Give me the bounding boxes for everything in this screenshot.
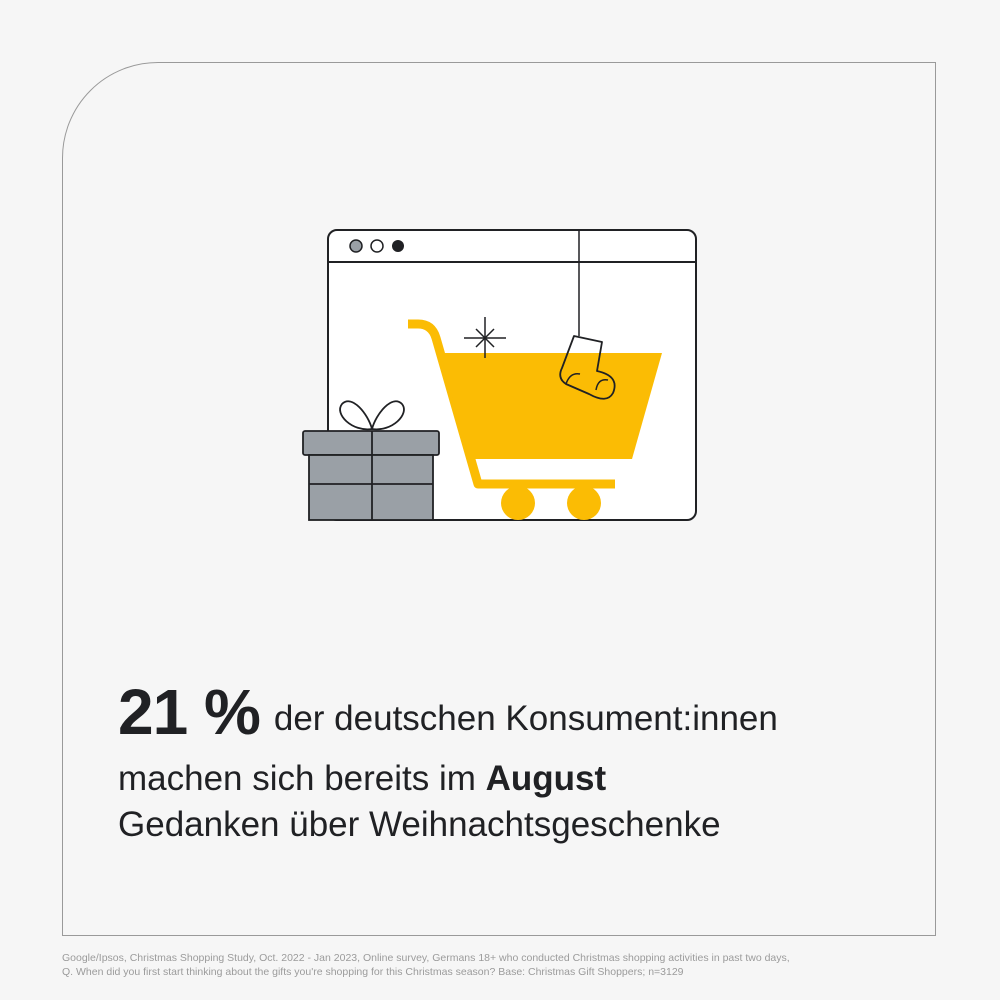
stat-value: 21 % bbox=[118, 676, 261, 748]
footnote-line-1: Google/Ipsos, Christmas Shopping Study, … bbox=[62, 952, 790, 964]
source-footnote: Google/Ipsos, Christmas Shopping Study, … bbox=[62, 951, 942, 979]
headline-line-1-text: der deutschen Konsument:innen bbox=[273, 699, 778, 738]
footnote-line-2: Q. When did you first start thinking abo… bbox=[62, 966, 684, 978]
headline-line-1: 21 % der deutschen Konsument:innen bbox=[118, 680, 918, 756]
sparkle-icon bbox=[464, 317, 506, 358]
christmas-stocking-icon bbox=[559, 230, 616, 400]
headline-line-2-text: machen sich bereits im bbox=[118, 759, 486, 798]
illustration bbox=[302, 229, 697, 521]
headline: 21 % der deutschen Konsument:innen machen… bbox=[118, 680, 918, 848]
headline-line-3: Gedanken über Weihnachtsgeschenke bbox=[118, 805, 721, 844]
headline-line-2: machen sich bereits im August bbox=[118, 756, 918, 802]
highlight-month: August bbox=[485, 759, 607, 798]
gift-box-icon bbox=[302, 400, 440, 521]
